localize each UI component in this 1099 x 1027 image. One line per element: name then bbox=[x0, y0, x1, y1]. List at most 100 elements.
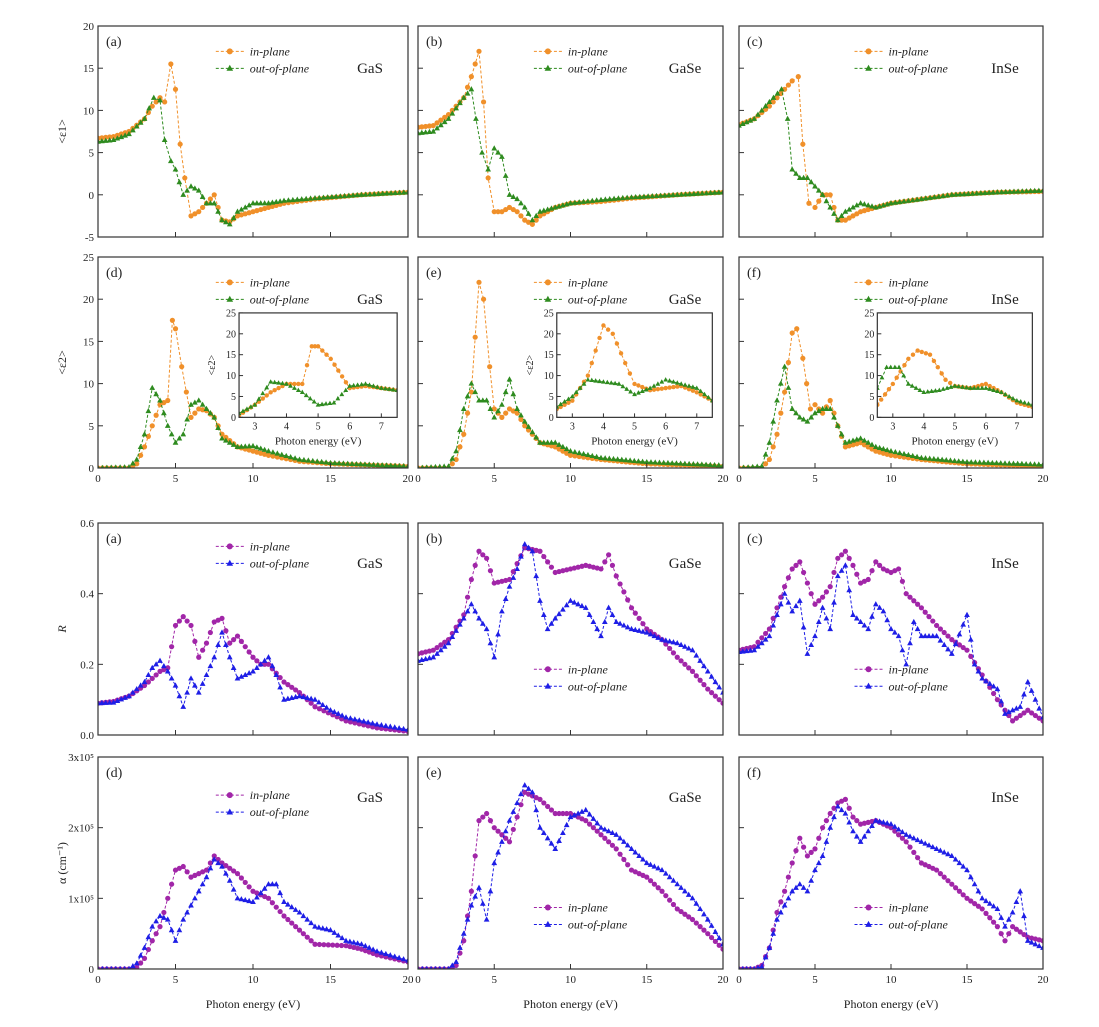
data-point-out-of-plane bbox=[940, 386, 946, 391]
data-point-in-plane bbox=[262, 661, 268, 667]
data-point-in-plane bbox=[888, 825, 894, 831]
data-point-in-plane bbox=[434, 120, 440, 126]
data-point-out-of-plane bbox=[929, 632, 936, 639]
data-point-out-of-plane bbox=[390, 387, 396, 392]
data-point-out-of-plane bbox=[195, 397, 202, 403]
data-point-in-plane bbox=[211, 619, 217, 625]
y-tick-label: 0 bbox=[89, 964, 95, 976]
data-point-out-of-plane bbox=[1017, 703, 1024, 709]
data-point-in-plane bbox=[682, 911, 688, 917]
data-point-in-plane bbox=[651, 881, 657, 887]
data-point-out-of-plane bbox=[707, 461, 714, 467]
data-point-out-of-plane bbox=[339, 391, 345, 397]
data-point-out-of-plane bbox=[967, 385, 973, 390]
data-point-out-of-plane bbox=[948, 852, 955, 859]
data-point-in-plane bbox=[308, 700, 314, 706]
data-point-out-of-plane bbox=[635, 458, 642, 464]
data-point-out-of-plane bbox=[884, 617, 891, 623]
data-point-out-of-plane bbox=[931, 194, 938, 200]
data-point-in-plane bbox=[285, 916, 291, 923]
data-point-in-plane bbox=[915, 855, 921, 861]
data-point-out-of-plane bbox=[682, 888, 688, 894]
data-point-out-of-plane bbox=[566, 396, 571, 401]
inset-x-tick-label: 4 bbox=[601, 421, 606, 432]
legend-label: in-plane bbox=[250, 275, 291, 289]
data-point-in-plane bbox=[785, 874, 792, 880]
data-point-out-of-plane bbox=[567, 200, 574, 206]
data-point-out-of-plane bbox=[766, 944, 773, 950]
material-label: GaSe bbox=[669, 61, 702, 77]
data-point-in-plane bbox=[445, 637, 452, 643]
data-point-in-plane bbox=[141, 955, 148, 962]
data-point-in-plane bbox=[149, 938, 155, 944]
data-point-out-of-plane bbox=[781, 902, 788, 908]
data-point-out-of-plane bbox=[273, 671, 280, 678]
data-point-in-plane bbox=[566, 400, 571, 405]
y-tick-label: -5 bbox=[85, 232, 95, 244]
data-point-in-plane bbox=[804, 381, 810, 387]
data-point-in-plane bbox=[915, 601, 921, 607]
data-point-in-plane bbox=[987, 383, 992, 389]
data-point-in-plane bbox=[770, 444, 776, 450]
series-line-in-plane bbox=[98, 855, 408, 969]
data-point-in-plane bbox=[827, 397, 833, 404]
data-point-out-of-plane bbox=[674, 191, 681, 197]
data-point-in-plane bbox=[839, 217, 845, 223]
data-point-out-of-plane bbox=[130, 963, 136, 969]
legend-marker bbox=[865, 279, 872, 286]
data-point-out-of-plane bbox=[288, 904, 295, 910]
data-point-in-plane bbox=[890, 381, 896, 387]
data-point-in-plane bbox=[585, 373, 591, 378]
data-point-in-plane bbox=[716, 942, 722, 948]
data-point-in-plane bbox=[153, 672, 159, 678]
data-point-out-of-plane bbox=[491, 654, 498, 660]
data-point-out-of-plane bbox=[774, 397, 780, 403]
data-point-in-plane bbox=[576, 453, 582, 460]
legend-label: in-plane bbox=[568, 275, 609, 289]
data-point-out-of-plane bbox=[350, 192, 356, 198]
data-point-out-of-plane bbox=[762, 636, 769, 642]
data-point-out-of-plane bbox=[624, 842, 631, 848]
x-tick-label: 5 bbox=[492, 974, 498, 986]
data-point-in-plane bbox=[708, 690, 715, 696]
data-point-out-of-plane bbox=[636, 390, 641, 395]
data-point-in-plane bbox=[537, 548, 543, 554]
data-point-out-of-plane bbox=[242, 204, 249, 210]
data-point-out-of-plane bbox=[161, 410, 167, 416]
legend-label: in-plane bbox=[250, 44, 291, 58]
data-point-out-of-plane bbox=[211, 856, 218, 862]
data-point-out-of-plane bbox=[299, 389, 305, 395]
data-point-in-plane bbox=[141, 682, 148, 689]
data-point-out-of-plane bbox=[126, 464, 132, 468]
data-point-out-of-plane bbox=[353, 460, 360, 467]
x-tick-label: 15 bbox=[962, 974, 974, 986]
data-point-out-of-plane bbox=[577, 385, 583, 390]
data-point-out-of-plane bbox=[697, 905, 703, 912]
data-point-out-of-plane bbox=[499, 153, 505, 159]
data-point-out-of-plane bbox=[930, 455, 937, 462]
plot-area bbox=[98, 61, 408, 227]
data-point-out-of-plane bbox=[910, 618, 917, 625]
data-point-in-plane bbox=[842, 217, 849, 223]
data-point-out-of-plane bbox=[100, 965, 105, 969]
data-point-in-plane bbox=[816, 198, 822, 204]
data-point-out-of-plane bbox=[122, 132, 128, 138]
x-tick-label: 0 bbox=[415, 974, 421, 986]
data-point-out-of-plane bbox=[153, 661, 159, 667]
data-point-out-of-plane bbox=[952, 640, 959, 647]
data-point-in-plane bbox=[854, 818, 860, 824]
data-point-out-of-plane bbox=[853, 202, 860, 208]
data-point-in-plane bbox=[200, 204, 206, 211]
data-point-out-of-plane bbox=[987, 386, 993, 391]
data-point-out-of-plane bbox=[907, 833, 913, 839]
data-point-out-of-plane bbox=[464, 916, 471, 922]
data-point-out-of-plane bbox=[438, 647, 444, 653]
data-point-out-of-plane bbox=[514, 799, 520, 806]
data-point-in-plane bbox=[839, 552, 845, 558]
data-point-in-plane bbox=[1017, 712, 1023, 719]
data-point-out-of-plane bbox=[804, 650, 811, 656]
data-point-in-plane bbox=[998, 931, 1004, 937]
legend-label: out-of-plane bbox=[889, 61, 949, 75]
data-point-out-of-plane bbox=[569, 393, 575, 399]
data-point-out-of-plane bbox=[876, 818, 883, 824]
